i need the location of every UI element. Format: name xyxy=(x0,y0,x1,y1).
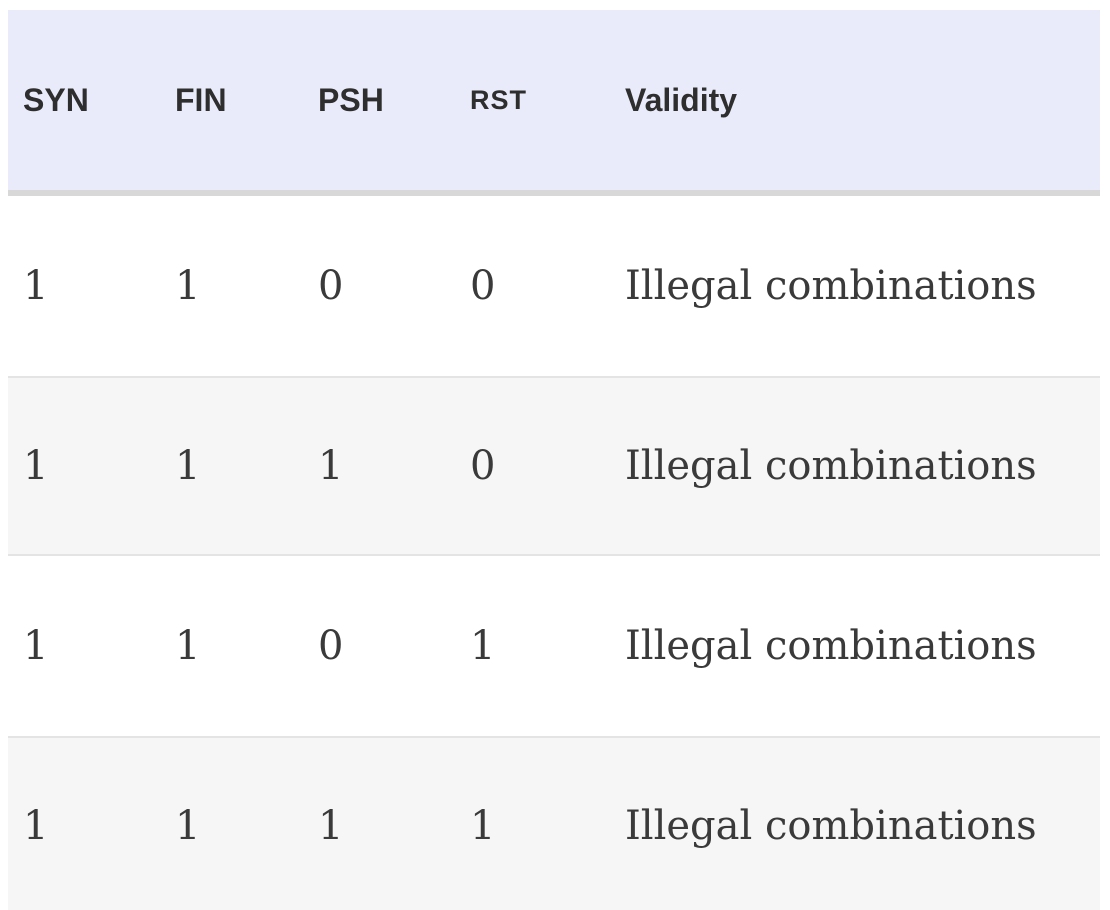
table-cell-validity: Illegal combinations xyxy=(610,376,1100,556)
tcp-flag-validity-table-wrap: SYN FIN PSH RST Validity 1 1 0 0 Illegal… xyxy=(8,10,1100,910)
table-cell-syn: 1 xyxy=(8,376,160,556)
table-row: 1 1 0 0 Illegal combinations xyxy=(8,196,1100,376)
table-cell-fin: 1 xyxy=(160,736,303,910)
table-cell-syn: 1 xyxy=(23,623,49,669)
table-cell-syn: 1 xyxy=(8,736,160,910)
table-row: 1 1 0 1 Illegal combinations xyxy=(8,556,1100,736)
column-header-rst: RST xyxy=(455,10,610,196)
table-cell-rst: 0 xyxy=(470,263,496,309)
header-row: SYN FIN PSH RST Validity xyxy=(8,10,1100,196)
table-row: 1 1 1 0 Illegal combinations xyxy=(8,376,1100,556)
table-cell-fin: 1 xyxy=(175,623,201,669)
table-cell-psh: 1 xyxy=(303,376,455,556)
column-header-fin: FIN xyxy=(160,10,303,196)
column-header-psh: PSH xyxy=(303,10,455,196)
table-cell-rst: 1 xyxy=(470,623,496,669)
table-cell-fin: 1 xyxy=(160,376,303,556)
table-cell-rst: 0 xyxy=(455,376,610,556)
table-cell-fin: 1 xyxy=(175,263,201,309)
table-cell-validity: Illegal combinations xyxy=(625,263,1037,309)
table-cell-psh: 0 xyxy=(318,623,344,669)
column-header-syn: SYN xyxy=(8,10,160,196)
table-row: 1 1 1 1 Illegal combinations xyxy=(8,736,1100,910)
table-cell-psh: 1 xyxy=(303,736,455,910)
tcp-flag-validity-table: SYN FIN PSH RST Validity 1 1 0 0 Illegal… xyxy=(8,10,1100,910)
table-cell-validity: Illegal combinations xyxy=(610,736,1100,910)
table-cell-rst: 1 xyxy=(455,736,610,910)
column-header-validity: Validity xyxy=(610,10,1100,196)
table-cell-psh: 0 xyxy=(318,263,344,309)
table-cell-validity: Illegal combinations xyxy=(625,623,1037,669)
table-cell-syn: 1 xyxy=(23,263,49,309)
